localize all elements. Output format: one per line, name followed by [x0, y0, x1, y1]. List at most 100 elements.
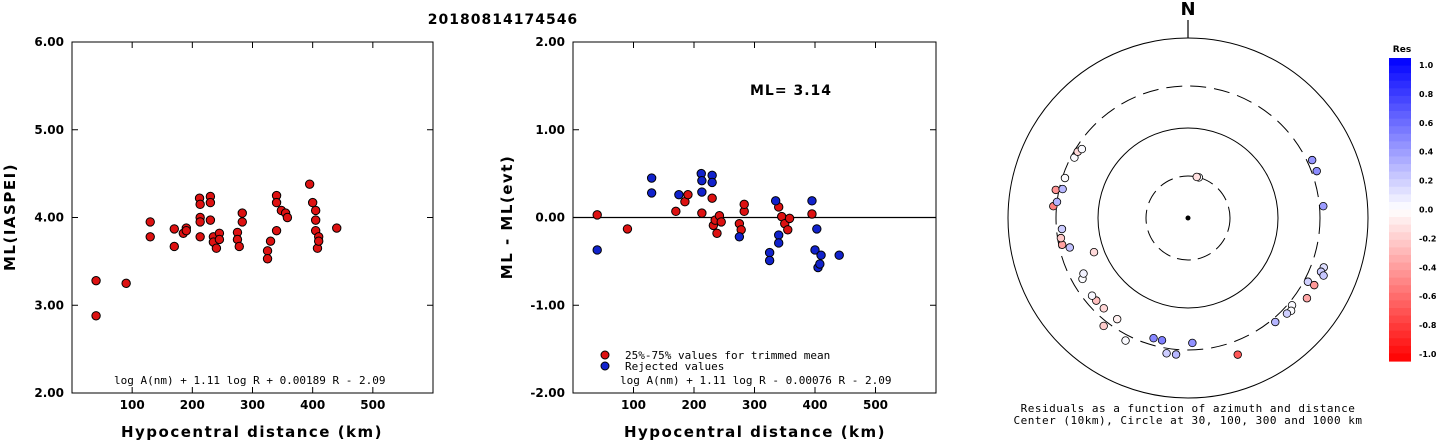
- station-point: [1089, 248, 1099, 257]
- ring-300km: [1055, 85, 1321, 351]
- station-point: [1060, 173, 1070, 183]
- plot-frame: [71, 41, 434, 394]
- colorbar-cell: [1389, 80, 1411, 89]
- data-point: [237, 208, 247, 218]
- station-point: [1112, 314, 1122, 324]
- station-point: [1310, 280, 1319, 290]
- colorbar-cell: [1389, 65, 1411, 74]
- legend-marker-rejected: [600, 361, 610, 371]
- colorbar-cell: [1389, 73, 1411, 82]
- colorbar-cell: [1389, 300, 1411, 309]
- data-point: [807, 196, 817, 206]
- x-tick-label: 500: [360, 398, 385, 412]
- colorbar-label: -0.8: [1419, 321, 1437, 330]
- data-point: [764, 247, 775, 258]
- station-points: [1049, 144, 1328, 359]
- station-point: [1157, 336, 1167, 345]
- data-point: [121, 278, 131, 289]
- station-point: [1051, 185, 1060, 195]
- data-point: [810, 245, 820, 255]
- data-point: [195, 199, 205, 210]
- y-tick-label: 4.00: [34, 211, 64, 225]
- data-point: [774, 238, 784, 248]
- colorbar-cell: [1389, 95, 1411, 105]
- colorbar-label: -0.6: [1419, 292, 1437, 301]
- data-point: [145, 217, 155, 227]
- data-point: [622, 224, 633, 234]
- colorbar-cell: [1389, 270, 1411, 279]
- colorbar-label: -0.4: [1419, 263, 1437, 272]
- colorbar-cell: [1389, 58, 1411, 67]
- colorbar-cell: [1389, 330, 1411, 339]
- colorbar-cell: [1389, 133, 1411, 142]
- station-point: [1192, 172, 1201, 182]
- x-tick-label: 200: [681, 398, 706, 412]
- x-tick-labels: 100 200 300 400 500: [621, 42, 888, 412]
- data-point: [214, 234, 225, 245]
- colorbar-label: -0.2: [1419, 234, 1437, 243]
- ring-100km: [1097, 127, 1279, 309]
- station-point: [1077, 144, 1087, 154]
- colorbar-cell: [1389, 179, 1411, 188]
- data-points: [592, 168, 844, 273]
- colorbar-cell: [1389, 232, 1411, 241]
- data-point: [195, 217, 205, 227]
- colorbar-cell: [1389, 353, 1411, 362]
- data-point: [234, 241, 244, 252]
- colorbar-cell: [1389, 323, 1411, 332]
- x-tick-labels: 100 200 300 400 500: [120, 42, 385, 412]
- colorbar-cell: [1389, 224, 1411, 233]
- x-tick-label: 300: [240, 398, 265, 412]
- ml-annotation: ML= 3.14: [750, 83, 832, 99]
- colorbar-cell: [1389, 88, 1411, 97]
- data-point: [313, 236, 324, 246]
- colorbar-cell: [1389, 345, 1411, 355]
- data-point: [707, 193, 717, 203]
- data-point: [697, 208, 707, 218]
- residual-colorbar: Res 1.0 0.8 0.6 0.4 0.2 0.0 -0.2 -0.4 -0.6 -0.8 -1…: [1389, 45, 1437, 362]
- x-tick-label: 200: [180, 398, 205, 412]
- y-axis-title: ML - ML(evt): [498, 155, 516, 279]
- y-tick-label: 2.00: [535, 35, 565, 49]
- data-point: [770, 196, 781, 206]
- station-point: [1057, 224, 1067, 234]
- y-tick-label: 3.00: [34, 298, 64, 312]
- data-point: [91, 275, 101, 286]
- colorbar-labels: 1.0 0.8 0.6 0.4 0.2 0.0 -0.2 -0.4 -0.6 -0.8 -1.0: [1419, 61, 1437, 359]
- y-tick-label: -1.00: [530, 298, 565, 312]
- colorbar-cell: [1389, 307, 1411, 317]
- colorbar-cell: [1389, 118, 1411, 127]
- y-axis-title: ML(IASPEI): [1, 163, 19, 271]
- station-point: [1052, 197, 1062, 207]
- data-point: [834, 250, 844, 260]
- colorbar-cell: [1389, 217, 1411, 226]
- colorbar-cell: [1389, 111, 1411, 120]
- legend-label-rejected: Rejected values: [625, 360, 724, 373]
- data-point: [683, 189, 693, 200]
- data-point: [195, 232, 205, 242]
- colorbar-cell: [1389, 285, 1411, 294]
- data-point: [674, 189, 684, 200]
- data-point: [816, 250, 826, 260]
- ml-residual-panel: -2.00 -1.00 0.00 1.00 2.00 100 200 300 400 500 M…: [498, 35, 937, 441]
- x-axis-title: Hypocentral distance (km): [121, 423, 383, 441]
- colorbar-cell: [1389, 164, 1411, 173]
- colorbar-cell: [1389, 141, 1411, 150]
- station-point: [1307, 155, 1317, 165]
- colorbar-cell: [1389, 126, 1411, 135]
- colorbar-cell: [1389, 262, 1411, 271]
- station-point: [1271, 317, 1280, 327]
- data-point: [307, 197, 318, 208]
- station-point: [1058, 184, 1067, 194]
- data-point: [91, 311, 101, 321]
- data-point: [169, 224, 179, 234]
- colorbar-cell: [1389, 254, 1411, 264]
- colorbar-cell: [1389, 103, 1411, 112]
- y-tick-label: 5.00: [34, 123, 64, 137]
- data-point: [310, 215, 321, 225]
- station-point: [1233, 350, 1242, 359]
- data-point: [764, 255, 775, 266]
- x-tick-label: 400: [300, 398, 325, 412]
- data-point: [205, 197, 216, 208]
- x-tick-label: 500: [863, 398, 888, 412]
